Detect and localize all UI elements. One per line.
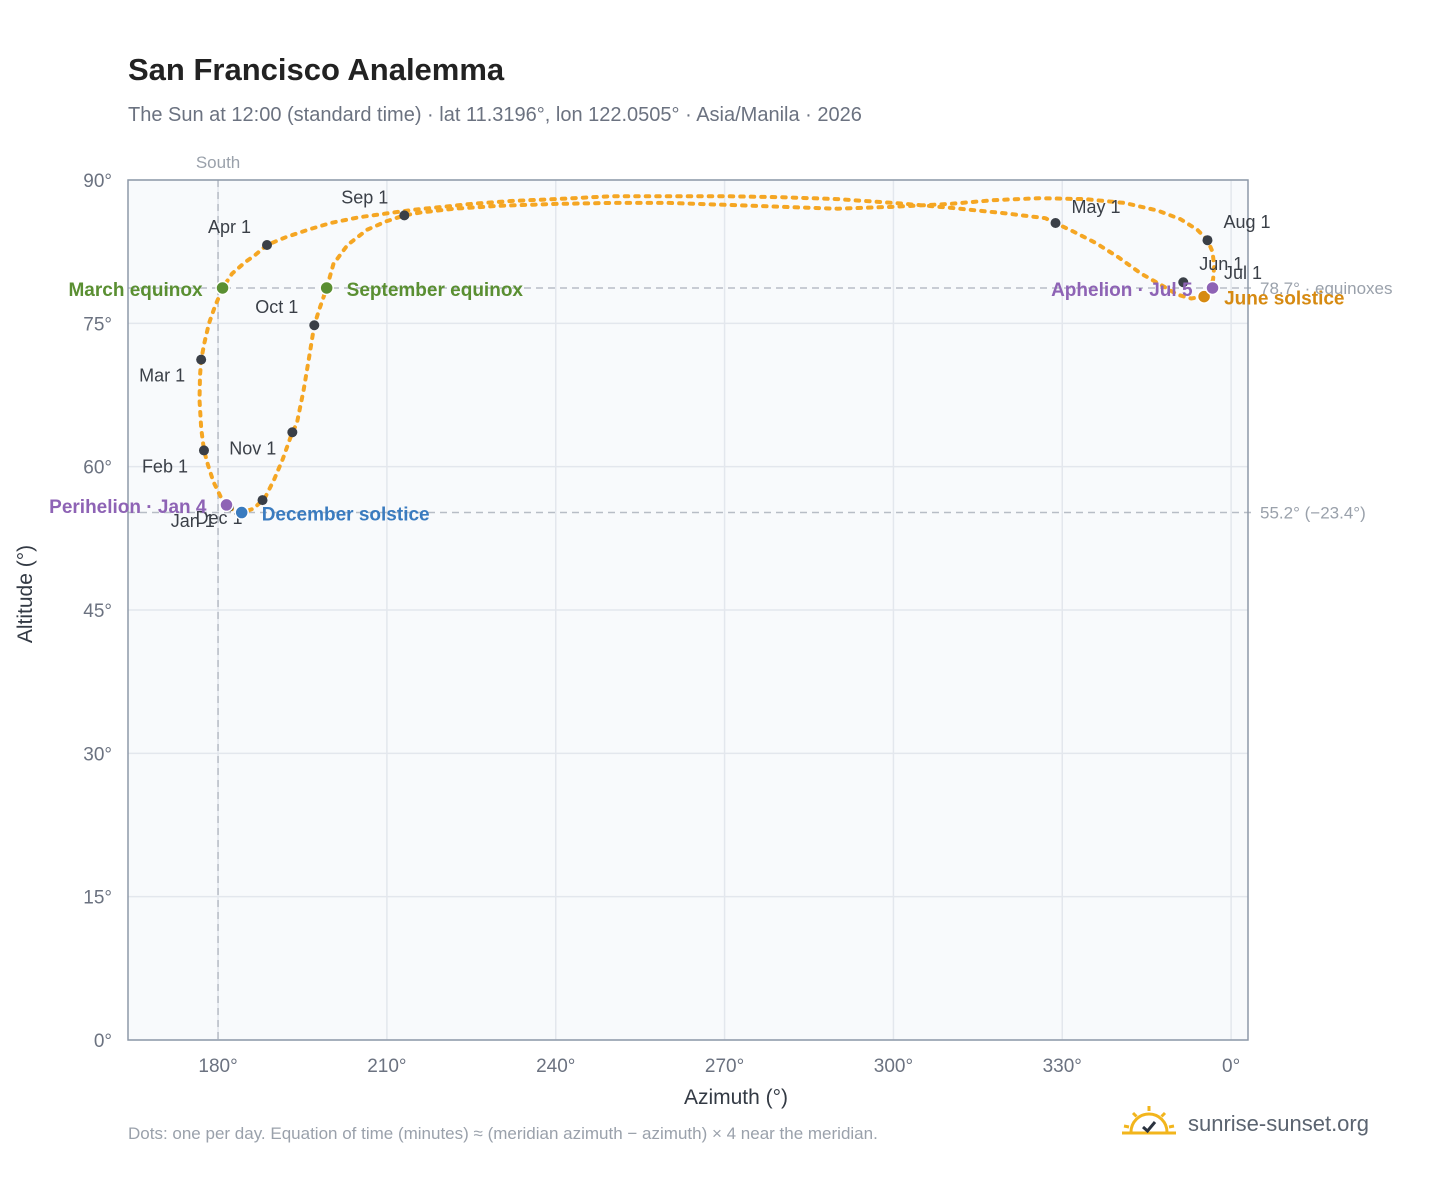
y-tick-label: 90°: [83, 171, 112, 192]
x-tick-label: 330°: [1043, 1056, 1082, 1077]
event-label: December solstice: [262, 505, 430, 526]
month-marker: [196, 354, 207, 365]
y-tick-label: 60°: [83, 458, 112, 479]
event-marker: [234, 505, 249, 520]
y-tick-label: 15°: [83, 888, 112, 909]
event-marker: [215, 280, 230, 296]
plot-frame: [127, 179, 1249, 1041]
month-marker-label: Jan 1: [171, 511, 215, 531]
month-marker: [1202, 235, 1213, 246]
month-marker-label: Dec 1: [195, 508, 242, 528]
month-marker-label: Mar 1: [139, 366, 185, 386]
y-axis-label: Altitude (°): [14, 545, 37, 643]
month-marker-label: Sep 1: [341, 187, 388, 207]
chart-title: San Francisco Analemma: [128, 52, 505, 87]
month-marker: [287, 427, 298, 438]
event-label: Perihelion · Jan 4: [49, 497, 207, 518]
event-label: June solstice: [1224, 289, 1344, 310]
month-marker: [399, 210, 410, 221]
month-marker-label: Jul 1: [1224, 263, 1262, 283]
event-marker: [319, 280, 334, 296]
x-tick-label: 210°: [367, 1056, 406, 1077]
x-tick-label: 300°: [874, 1056, 913, 1077]
month-marker: [309, 320, 320, 331]
event-label: March equinox: [68, 280, 203, 301]
y-tick-label: 75°: [83, 314, 112, 335]
month-marker: [1050, 218, 1061, 228]
month-marker-label: Nov 1: [229, 438, 276, 458]
event-label: September equinox: [347, 280, 524, 301]
analemma-curve: [197, 194, 1217, 515]
altitude-reference-label: 55.2° (−23.4°): [1260, 504, 1366, 523]
event-marker: [1196, 289, 1212, 304]
chart-subtitle: The Sun at 12:00 (standard time) · lat 1…: [128, 104, 862, 126]
event-marker: [219, 497, 234, 513]
x-tick-label: 270°: [705, 1056, 744, 1077]
month-marker-label: Jun 1: [1199, 254, 1243, 274]
x-tick-label: 0°: [1222, 1056, 1240, 1077]
south-label: South: [196, 153, 240, 172]
x-tick-label: 240°: [536, 1056, 575, 1077]
x-tick-label: 180°: [198, 1056, 237, 1077]
month-marker: [257, 495, 268, 506]
footnote: Dots: one per day. Equation of time (min…: [128, 1124, 878, 1143]
event-label: Aphelion · Jul 5: [1051, 280, 1193, 301]
brand-name: sunrise-sunset.org: [1188, 1111, 1369, 1136]
brand[interactable]: sunrise-sunset.org: [1120, 1100, 1369, 1148]
sun-logo-icon: [1122, 1106, 1176, 1135]
month-marker-label: Aug 1: [1223, 212, 1270, 232]
month-marker-label: May 1: [1072, 197, 1121, 217]
y-tick-label: 0°: [94, 1031, 112, 1052]
x-axis-label: Azimuth (°): [684, 1086, 788, 1109]
month-marker: [198, 445, 209, 456]
event-marker: [1205, 280, 1220, 296]
month-marker-label: Feb 1: [142, 456, 188, 476]
month-marker-label: Apr 1: [208, 217, 251, 237]
y-tick-label: 30°: [83, 744, 112, 765]
month-marker-label: Oct 1: [255, 297, 298, 317]
month-marker: [1178, 277, 1189, 288]
month-marker: [262, 239, 273, 250]
altitude-reference-label: 78.7° · equinoxes: [1260, 279, 1393, 298]
y-tick-label: 45°: [83, 601, 112, 622]
